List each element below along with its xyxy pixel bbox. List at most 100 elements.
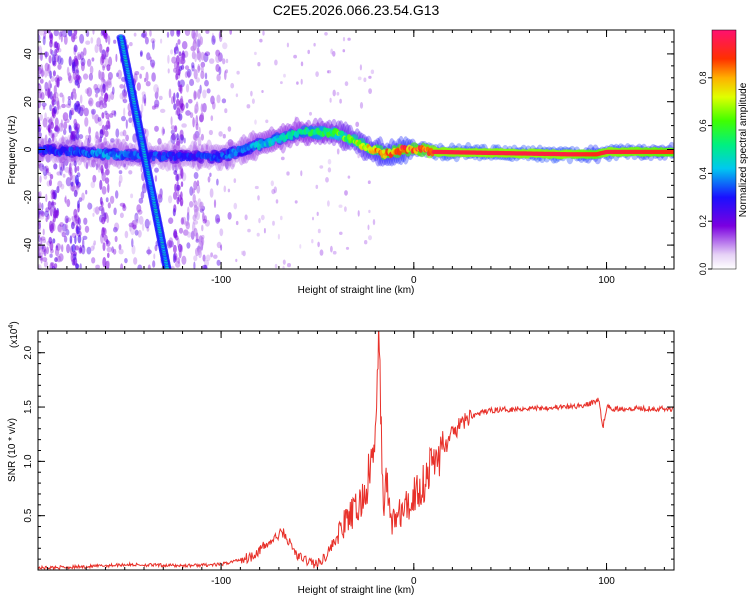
heatmap-cell [90, 37, 94, 44]
snr-x-label: Height of straight line (km) [298, 585, 415, 596]
heatmap-cell [211, 32, 214, 42]
heatmap-cell [82, 238, 85, 248]
heatmap-cell [167, 54, 170, 64]
heatmap-cell [54, 257, 58, 263]
heatmap-cell [66, 243, 71, 254]
x-tick-label: 0 [411, 275, 417, 286]
heatmap-cell [368, 209, 371, 214]
heatmap-cell [45, 193, 48, 203]
heatmap-cell [158, 200, 161, 206]
heatmap-cell [113, 226, 118, 233]
heatmap-cell [282, 265, 285, 269]
heatmap-cell [113, 110, 117, 117]
heatmap-cell [319, 165, 324, 169]
heatmap-cell [91, 109, 95, 120]
heatmap-cell [215, 214, 220, 224]
spectrogram-heatmap [38, 30, 674, 269]
heatmap-cell [170, 49, 174, 55]
heatmap-cell [38, 124, 42, 132]
heatmap-cell [229, 30, 232, 35]
heatmap-cell [300, 170, 303, 177]
heatmap-cell [101, 227, 105, 238]
heatmap-cell [80, 104, 85, 112]
heatmap-cell [329, 97, 332, 103]
heatmap-cell [225, 159, 229, 170]
heatmap-cell [49, 39, 53, 48]
heatmap-cell [70, 252, 74, 262]
heatmap-cell [107, 183, 110, 194]
heatmap-cell [363, 77, 367, 83]
heatmap-cell [49, 206, 53, 217]
heatmap-cell [38, 209, 41, 218]
heatmap-cell [156, 87, 159, 95]
y-tick-label: 0.5 [23, 508, 34, 522]
heatmap-cell [216, 73, 221, 82]
heatmap-cell [131, 244, 136, 255]
heatmap-cell [218, 66, 222, 75]
heatmap-cell [88, 126, 91, 135]
heatmap-cell [101, 112, 105, 119]
heatmap-cell [274, 263, 278, 269]
heatmap-cell [65, 229, 70, 236]
heatmap-cell [141, 183, 147, 194]
heatmap-cell [225, 69, 229, 74]
heatmap-cell [63, 121, 68, 130]
heatmap-cell [143, 94, 147, 104]
heatmap-cell [184, 71, 188, 78]
heatmap-cell [273, 186, 277, 194]
heatmap-cell [325, 177, 329, 183]
heatmap-cell [204, 219, 210, 227]
heatmap-cell [372, 219, 376, 226]
heatmap-cell [271, 188, 276, 195]
heatmap-cell [307, 49, 311, 55]
heatmap-cell [104, 130, 109, 138]
heatmap-cell [204, 215, 207, 224]
heatmap-cell [71, 221, 75, 230]
heatmap-cell [209, 58, 215, 64]
heatmap-cell [58, 226, 65, 234]
heatmap-cell [140, 51, 143, 58]
heatmap-cell [261, 90, 264, 93]
heatmap-cell [55, 209, 59, 219]
heatmap-cell [112, 86, 115, 95]
heatmap-cell [256, 232, 260, 237]
heatmap-cell [114, 235, 118, 243]
heatmap-cell [247, 228, 251, 233]
heatmap-cell [327, 200, 330, 207]
heatmap-cell [359, 102, 364, 109]
heatmap-cell [222, 58, 226, 65]
heatmap-cell [188, 99, 193, 104]
heatmap-cell [152, 40, 155, 51]
heatmap-cell [88, 73, 93, 81]
heatmap-cell [294, 116, 297, 122]
heatmap-cell [49, 253, 53, 258]
heatmap-cell [189, 78, 195, 87]
heatmap-cell [224, 70, 227, 81]
heatmap-cell [49, 104, 53, 112]
heatmap-cell [39, 252, 44, 258]
heatmap-cell [118, 248, 124, 255]
heatmap-cell [38, 192, 41, 197]
heatmap-cell [111, 110, 116, 116]
heatmap-cell [172, 252, 176, 264]
heatmap-cell [193, 90, 197, 101]
heatmap-cell [200, 133, 204, 141]
heatmap-cell [46, 167, 50, 174]
heatmap-cell [51, 201, 57, 206]
heatmap-cell [176, 133, 179, 141]
heatmap-cell [40, 166, 46, 173]
heatmap-cell [210, 95, 215, 105]
heatmap-cell [80, 51, 84, 61]
heatmap-cell [98, 118, 103, 127]
heatmap-cell [44, 134, 48, 145]
heatmap-cell [90, 245, 95, 251]
heatmap-cell [129, 224, 132, 232]
heatmap-cell [65, 103, 72, 109]
heatmap-cell [173, 92, 176, 104]
heatmap-cell [173, 191, 178, 200]
heatmap-cell [204, 259, 209, 267]
heatmap-cell [176, 30, 181, 37]
svg-text:(x104): (x104) [8, 321, 20, 348]
heatmap-cell [80, 61, 85, 72]
heatmap-cell [85, 161, 89, 170]
